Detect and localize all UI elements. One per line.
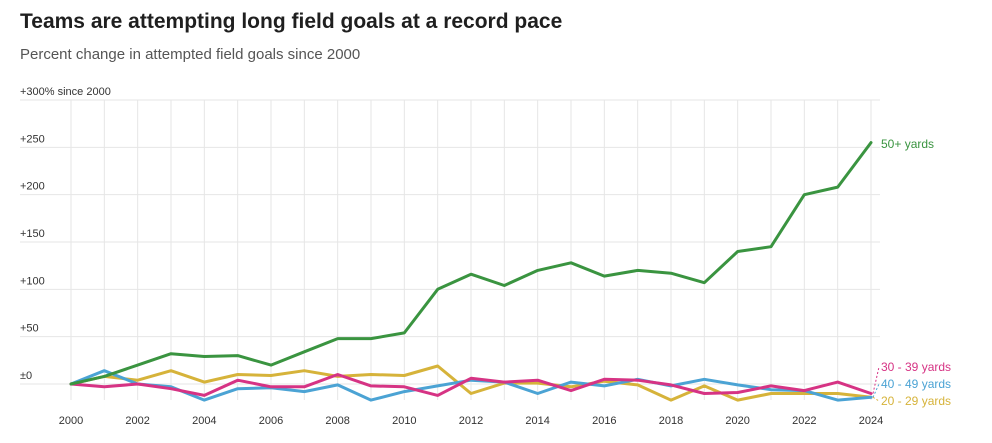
x-tick-label: 2022	[792, 415, 816, 427]
y-axis-ticks: +300% since 2000 +250 +200 +150 +100 +50 ±0	[20, 86, 111, 382]
series-end-label: 50+ yards	[881, 137, 934, 151]
series-line-20-29-yards	[69, 364, 873, 402]
x-tick-label: 2020	[725, 415, 749, 427]
x-tick-label: 2006	[259, 415, 283, 427]
x-tick-label: 2010	[392, 415, 416, 427]
y-tick-label: +200	[20, 181, 45, 193]
chart-title: Teams are attempting long field goals at…	[20, 10, 563, 33]
series-end-label: 40 - 49 yards	[881, 377, 951, 391]
series-lines	[69, 141, 873, 402]
series-line-30-39-yards	[69, 373, 873, 397]
x-tick-label: 2014	[525, 415, 549, 427]
y-tick-label: ±0	[20, 370, 32, 382]
series-end-label: 30 - 39 yards	[881, 360, 951, 374]
label-leader-line	[872, 366, 880, 394]
label-leader-line	[872, 396, 880, 402]
x-tick-label: 2012	[459, 415, 483, 427]
y-tick-label: +50	[20, 323, 39, 335]
y-tick-label: +150	[20, 228, 45, 240]
x-tick-label: 2018	[659, 415, 683, 427]
series-line-50-yards	[69, 141, 873, 386]
x-tick-label: 2004	[192, 415, 216, 427]
chart-subtitle: Percent change in attempted field goals …	[20, 46, 361, 63]
series-end-label: 20 - 29 yards	[881, 394, 951, 408]
x-tick-label: 2024	[859, 415, 883, 427]
x-tick-label: 2016	[592, 415, 616, 427]
x-axis-ticks: 2000 2002 2004 2006 2008 2010 2012 2014 2016 2018…	[59, 415, 883, 427]
y-tick-label: +300% since 2000	[20, 86, 111, 98]
label-leader-line	[872, 383, 880, 398]
y-tick-label: +100	[20, 275, 45, 287]
x-tick-label: 2000	[59, 415, 83, 427]
y-tick-label: +250	[20, 133, 45, 145]
x-tick-label: 2008	[325, 415, 349, 427]
series-labels: 50+ yards 30 - 39 yards 40 - 49 yards 20 - …	[872, 137, 951, 408]
x-tick-label: 2002	[125, 415, 149, 427]
series-line-40-49-yards	[69, 369, 873, 402]
